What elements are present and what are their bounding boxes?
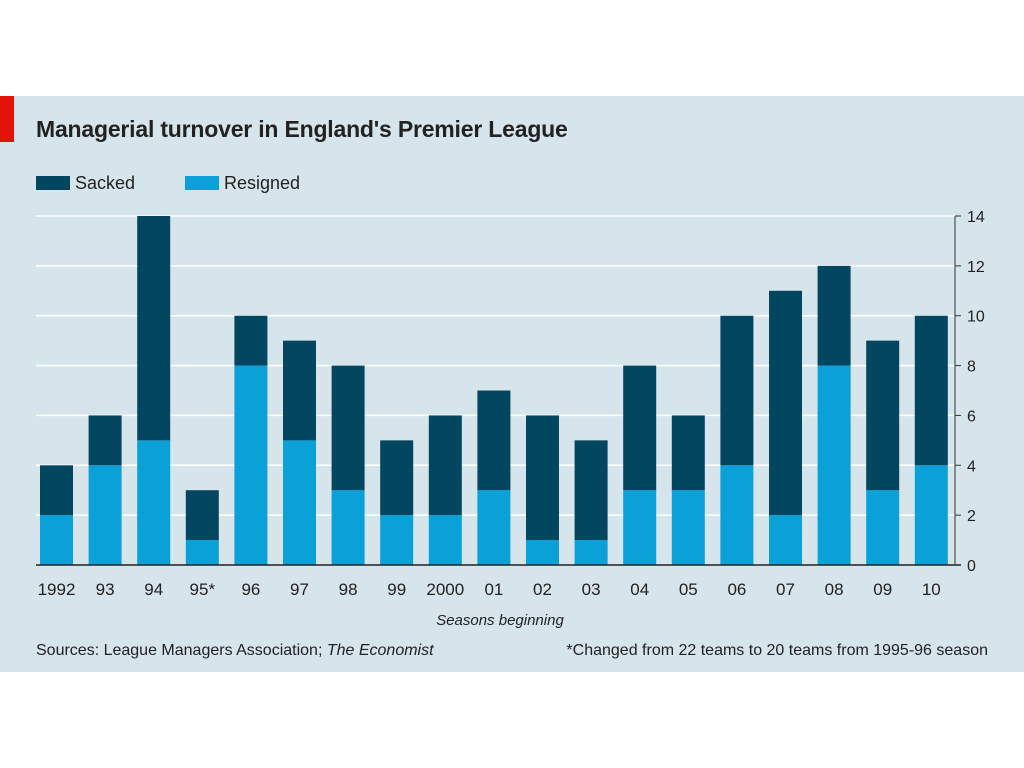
- bar-resigned-08: [817, 365, 851, 565]
- y-tick-label-2: 2: [967, 508, 976, 525]
- y-tick-label-0: 0: [967, 558, 976, 575]
- bar-sacked-97: [283, 340, 316, 441]
- chart-title: Managerial turnover in England's Premier…: [36, 116, 568, 142]
- bar-sacked-95*: [185, 490, 219, 541]
- bar-resigned-97: [283, 440, 316, 565]
- bar-sacked-07: [769, 290, 802, 516]
- bar-sacked-02: [526, 415, 559, 541]
- bar-sacked-09: [866, 340, 900, 491]
- legend-label-resigned: Resigned: [224, 172, 301, 193]
- source-prefix: Sources: League Managers Association;: [36, 642, 327, 659]
- bar-sacked-2000: [428, 415, 462, 516]
- x-tick-label-94: 94: [144, 580, 163, 599]
- x-tick-label-98: 98: [339, 580, 358, 599]
- legend-item-resigned: Resigned: [185, 172, 300, 194]
- bar-sacked-93: [88, 415, 122, 466]
- brand-tab: [0, 96, 14, 142]
- bar-sacked-06: [720, 315, 754, 466]
- bar-resigned-07: [769, 515, 802, 565]
- bar-sacked-05: [671, 415, 705, 491]
- bar-resigned-98: [331, 490, 365, 565]
- x-tick-label-1992: 1992: [38, 580, 76, 599]
- bar-sacked-98: [331, 365, 365, 491]
- chart-panel: [0, 96, 1024, 672]
- bar-sacked-1992: [40, 465, 73, 516]
- bar-sacked-94: [137, 216, 171, 441]
- bar-resigned-93: [88, 465, 122, 565]
- y-tick-label-14: 14: [967, 209, 985, 226]
- bar-resigned-01: [477, 490, 511, 565]
- bar-resigned-03: [574, 540, 608, 565]
- x-tick-label-96: 96: [241, 580, 260, 599]
- x-tick-label-01: 01: [484, 580, 503, 599]
- bar-resigned-95*: [185, 540, 219, 565]
- bar-sacked-04: [623, 365, 657, 491]
- bar-resigned-94: [137, 440, 171, 565]
- bar-resigned-99: [380, 515, 414, 565]
- bar-resigned-10: [914, 465, 948, 565]
- bar-sacked-08: [817, 265, 851, 366]
- bar-resigned-2000: [428, 515, 462, 565]
- y-tick-label-4: 4: [967, 458, 976, 475]
- x-axis-title: Seasons beginning: [436, 612, 564, 629]
- x-tick-label-06: 06: [727, 580, 746, 599]
- y-tick-label-12: 12: [967, 259, 985, 276]
- x-tick-label-04: 04: [630, 580, 649, 599]
- bar-resigned-02: [526, 540, 559, 565]
- legend-item-sacked: Sacked: [36, 172, 135, 194]
- bar-resigned-96: [234, 365, 268, 565]
- legend-swatch-resigned: [185, 176, 219, 190]
- y-tick-label-6: 6: [967, 408, 976, 425]
- bar-resigned-06: [720, 465, 754, 565]
- x-tick-label-07: 07: [776, 580, 795, 599]
- x-tick-label-08: 08: [825, 580, 844, 599]
- x-tick-label-05: 05: [679, 580, 698, 599]
- y-tick-label-10: 10: [967, 309, 985, 326]
- bar-resigned-05: [671, 490, 705, 565]
- x-tick-label-97: 97: [290, 580, 309, 599]
- bar-resigned-1992: [40, 515, 73, 565]
- y-tick-label-8: 8: [967, 359, 976, 376]
- bar-sacked-99: [380, 440, 414, 516]
- x-tick-label-2000: 2000: [426, 580, 464, 599]
- legend-label-sacked: Sacked: [75, 172, 136, 193]
- bar-sacked-96: [234, 315, 268, 366]
- bar-resigned-04: [623, 490, 657, 565]
- x-tick-label-02: 02: [533, 580, 552, 599]
- footnote: *Changed from 22 teams to 20 teams from …: [566, 642, 988, 659]
- x-tick-label-95*: 95*: [190, 580, 216, 599]
- legend-swatch-sacked: [36, 176, 70, 190]
- bar-sacked-01: [477, 390, 511, 491]
- x-tick-label-09: 09: [873, 580, 892, 599]
- bar-resigned-09: [866, 490, 900, 565]
- bar-sacked-03: [574, 440, 608, 541]
- bar-sacked-10: [914, 315, 948, 466]
- source-italic: The Economist: [326, 642, 434, 659]
- x-tick-label-03: 03: [582, 580, 601, 599]
- x-tick-label-10: 10: [922, 580, 941, 599]
- source-note: Sources: League Managers Association; Th…: [36, 642, 434, 660]
- x-tick-label-99: 99: [387, 580, 406, 599]
- x-tick-label-93: 93: [96, 580, 115, 599]
